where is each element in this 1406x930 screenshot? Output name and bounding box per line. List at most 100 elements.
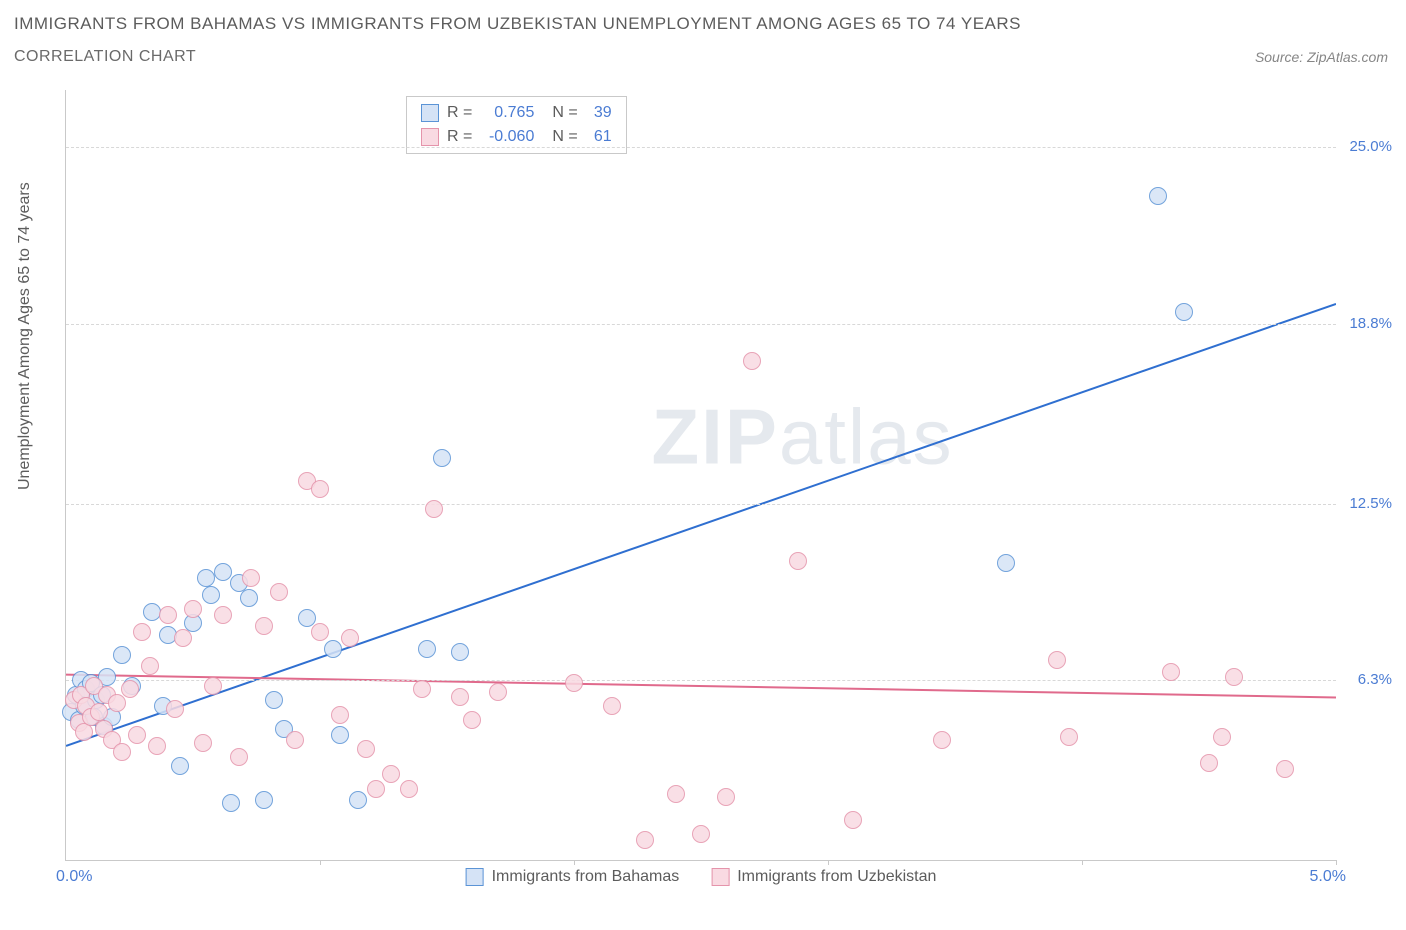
data-point xyxy=(603,697,621,715)
legend-stat-row: R = -0.060 N = 61 xyxy=(421,125,612,149)
data-point xyxy=(425,500,443,518)
data-point xyxy=(1162,663,1180,681)
data-point xyxy=(1200,754,1218,772)
x-tick xyxy=(828,860,829,865)
data-point xyxy=(311,623,329,641)
data-point xyxy=(331,726,349,744)
data-point xyxy=(433,449,451,467)
legend-r-value: -0.060 xyxy=(480,125,534,149)
y-tick-label: 18.8% xyxy=(1349,315,1392,332)
gridline xyxy=(66,504,1336,505)
x-tick xyxy=(574,860,575,865)
data-point xyxy=(108,694,126,712)
gridline xyxy=(66,324,1336,325)
data-point xyxy=(230,748,248,766)
page-subtitle: CORRELATION CHART xyxy=(14,48,196,66)
data-point xyxy=(242,569,260,587)
data-point xyxy=(331,706,349,724)
data-point xyxy=(692,825,710,843)
data-point xyxy=(349,791,367,809)
data-point xyxy=(341,629,359,647)
regression-line xyxy=(66,675,1336,698)
data-point xyxy=(1213,728,1231,746)
legend-series-item: Immigrants from Uzbekistan xyxy=(711,868,936,886)
data-point xyxy=(240,589,258,607)
data-point xyxy=(265,691,283,709)
data-point xyxy=(565,674,583,692)
data-point xyxy=(1175,303,1193,321)
data-point xyxy=(90,703,108,721)
data-point xyxy=(311,480,329,498)
gridline xyxy=(66,147,1336,148)
y-tick-label: 12.5% xyxy=(1349,495,1392,512)
data-point xyxy=(255,791,273,809)
data-point xyxy=(255,617,273,635)
data-point xyxy=(204,677,222,695)
data-point xyxy=(451,688,469,706)
gridline xyxy=(66,680,1336,681)
x-min-label: 0.0% xyxy=(56,868,92,886)
y-tick-label: 25.0% xyxy=(1349,138,1392,155)
data-point xyxy=(413,680,431,698)
data-point xyxy=(121,680,139,698)
legend-series: Immigrants from Bahamas Immigrants from U… xyxy=(466,868,937,886)
x-max-label: 5.0% xyxy=(1310,868,1346,886)
regression-lines xyxy=(66,90,1336,860)
data-point xyxy=(270,583,288,601)
data-point xyxy=(463,711,481,729)
data-point xyxy=(1048,651,1066,669)
data-point xyxy=(214,606,232,624)
data-point xyxy=(489,683,507,701)
data-point xyxy=(166,700,184,718)
data-point xyxy=(418,640,436,658)
data-point xyxy=(636,831,654,849)
legend-r-value: 0.765 xyxy=(480,101,534,125)
x-tick xyxy=(1082,860,1083,865)
data-point xyxy=(184,600,202,618)
data-point xyxy=(159,606,177,624)
source-label: Source: ZipAtlas.com xyxy=(1255,49,1388,65)
legend-n-label: N = xyxy=(552,125,577,149)
data-point xyxy=(133,623,151,641)
legend-n-value: 39 xyxy=(586,101,612,125)
data-point xyxy=(222,794,240,812)
correlation-chart: Unemployment Among Ages 65 to 74 years Z… xyxy=(45,90,1385,890)
legend-series-label: Immigrants from Bahamas xyxy=(492,868,680,886)
x-tick xyxy=(1336,860,1337,865)
data-point xyxy=(113,743,131,761)
data-point xyxy=(743,352,761,370)
data-point xyxy=(382,765,400,783)
data-point xyxy=(148,737,166,755)
data-point xyxy=(1060,728,1078,746)
data-point xyxy=(367,780,385,798)
page-title: IMMIGRANTS FROM BAHAMAS VS IMMIGRANTS FR… xyxy=(14,14,1406,34)
data-point xyxy=(717,788,735,806)
data-point xyxy=(997,554,1015,572)
legend-r-label: R = xyxy=(447,125,472,149)
data-point xyxy=(194,734,212,752)
legend-n-value: 61 xyxy=(586,125,612,149)
data-point xyxy=(197,569,215,587)
data-point xyxy=(171,757,189,775)
legend-series-label: Immigrants from Uzbekistan xyxy=(737,868,936,886)
data-point xyxy=(789,552,807,570)
data-point xyxy=(451,643,469,661)
legend-r-label: R = xyxy=(447,101,472,125)
data-point xyxy=(1149,187,1167,205)
x-tick xyxy=(320,860,321,865)
legend-stat-row: R = 0.765 N = 39 xyxy=(421,101,612,125)
legend-series-item: Immigrants from Bahamas xyxy=(466,868,680,886)
legend-statistics: R = 0.765 N = 39 R = -0.060 N = 61 xyxy=(406,96,627,154)
data-point xyxy=(128,726,146,744)
data-point xyxy=(357,740,375,758)
data-point xyxy=(1225,668,1243,686)
data-point xyxy=(202,586,220,604)
data-point xyxy=(141,657,159,675)
data-point xyxy=(324,640,342,658)
legend-n-label: N = xyxy=(552,101,577,125)
legend-swatch xyxy=(466,868,484,886)
y-tick-label: 6.3% xyxy=(1358,671,1392,688)
y-axis-label: Unemployment Among Ages 65 to 74 years xyxy=(16,182,34,490)
data-point xyxy=(667,785,685,803)
legend-swatch xyxy=(711,868,729,886)
